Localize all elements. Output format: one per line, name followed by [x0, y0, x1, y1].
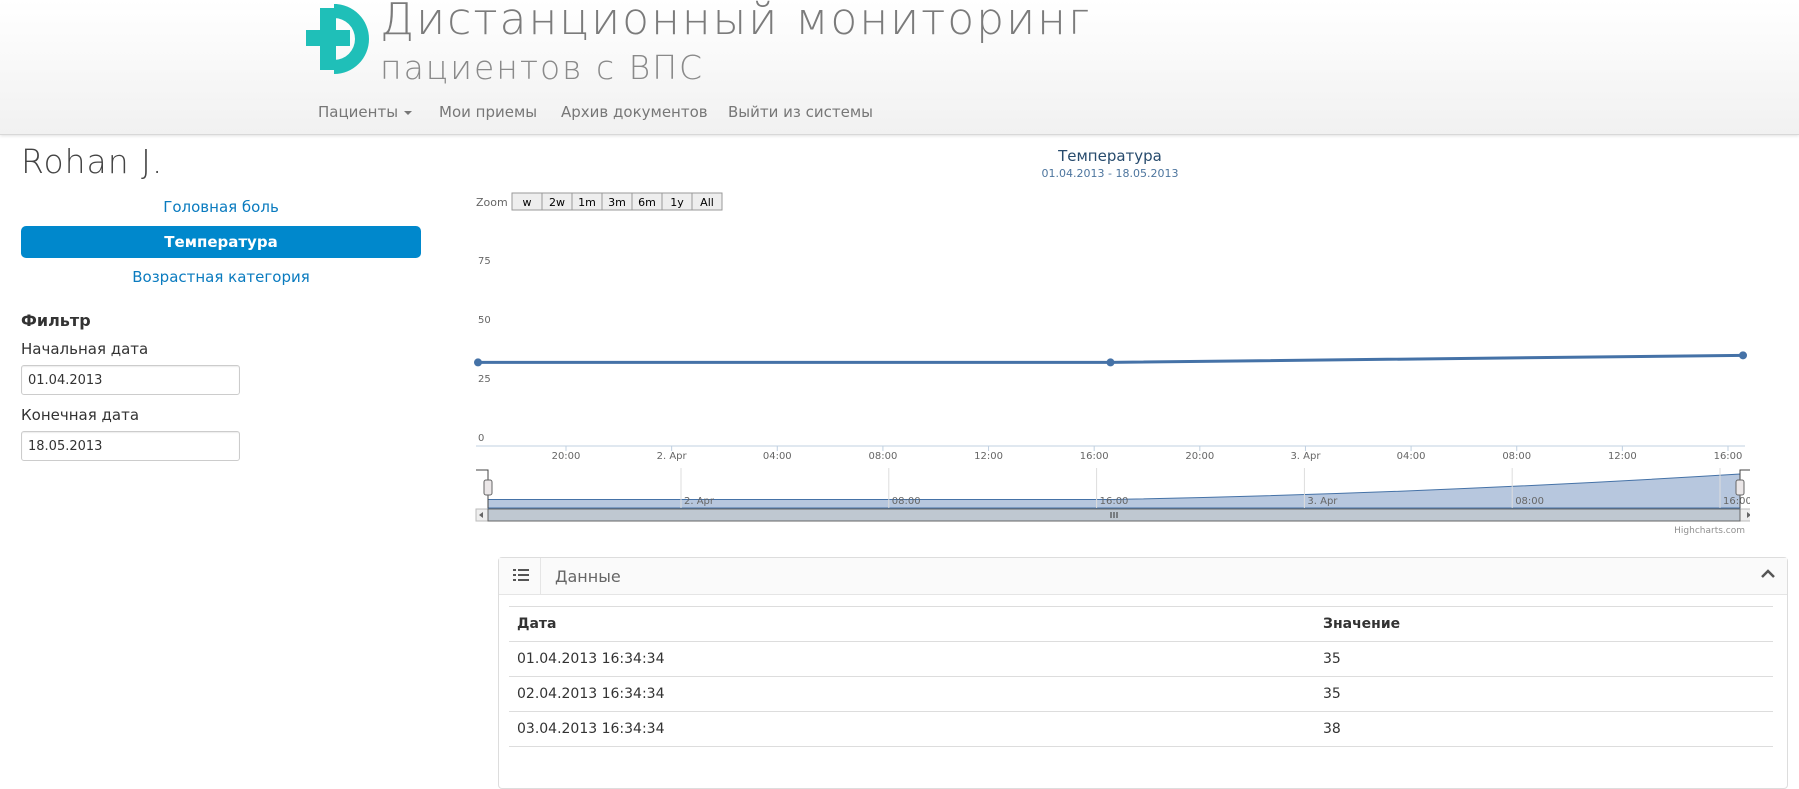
cell-date: 03.04.2013 16:34:34: [509, 711, 1315, 747]
caret-down-icon: [404, 110, 413, 115]
sidebar-item-headache[interactable]: Головная боль: [163, 198, 279, 216]
zoom-button-3m[interactable]: 3m: [601, 192, 633, 211]
navigator-tick-label: 16:00: [1100, 496, 1129, 507]
end-date-label: Конечная дата: [21, 406, 140, 424]
scroll-right-arrow-icon[interactable]: [1747, 512, 1750, 518]
sidebar-item-temperature[interactable]: Температура: [21, 226, 421, 258]
cell-date: 01.04.2013 16:34:34: [509, 641, 1315, 677]
header-separator: [540, 558, 541, 594]
data-table: Дата Значение 01.04.2013 16:34:34 35 02.0…: [509, 606, 1773, 747]
start-date-input[interactable]: [21, 365, 240, 395]
cell-value: 35: [1315, 641, 1773, 677]
data-point[interactable]: [1739, 351, 1747, 360]
navigator-tick-label: 08:00: [892, 496, 921, 507]
y-tick-label: 0: [478, 433, 484, 444]
navigator-tick-label: 16:00: [1723, 496, 1750, 507]
nav-patients-label: Пациенты: [318, 103, 399, 121]
y-axis: 0 25 50 75: [476, 256, 1745, 447]
zoom-buttons: w 2w 1m 3m 6m 1y All: [511, 192, 723, 211]
data-point[interactable]: [1106, 358, 1115, 367]
navigator-right-handle[interactable]: [1735, 479, 1745, 496]
x-tick-label: 16:00: [1714, 451, 1743, 462]
x-tick-label: 20:00: [1185, 451, 1214, 462]
y-tick-label: 25: [478, 374, 491, 385]
data-panel-title: Данные: [555, 567, 621, 586]
chevron-up-icon[interactable]: [1761, 569, 1775, 579]
temperature-chart: Температура 01.04.2013 - 18.05.2013 Zoom…: [474, 147, 1750, 536]
x-tick-label: 12:00: [1608, 451, 1637, 462]
patient-name: Rohan J.: [21, 142, 164, 181]
x-tick-label: 08:00: [1502, 451, 1531, 462]
zoom-button-label: w: [523, 196, 532, 209]
start-date-label: Начальная дата: [21, 340, 149, 358]
zoom-label: Zoom: [476, 196, 508, 209]
filter-heading: Фильтр: [21, 311, 91, 330]
end-date-input[interactable]: [21, 431, 240, 461]
zoom-button-2w[interactable]: 2w: [541, 192, 573, 211]
x-tick-label: 2. Apr: [657, 451, 688, 462]
navigator-area: [487, 473, 1741, 509]
table-row: 03.04.2013 16:34:34 38: [509, 711, 1773, 747]
zoom-button-label: All: [700, 196, 714, 209]
data-panel: Данные Дата Значение 01.04.2013 16:34:34…: [498, 557, 1788, 789]
table-row: 02.04.2013 16:34:34 35: [509, 676, 1773, 712]
app-subtitle: пациентов с ВПС: [380, 48, 705, 87]
navigator-tick-label: 08:00: [1515, 496, 1544, 507]
y-tick-label: 75: [478, 256, 491, 267]
navigator-tick-label: 3. Apr: [1307, 496, 1338, 507]
data-point[interactable]: [474, 358, 482, 367]
zoom-button-1m[interactable]: 1m: [571, 192, 603, 211]
header-bar: Дистанционный мониторинг пациентов с ВПС…: [0, 0, 1799, 135]
app-title: Дистанционный мониторинг: [380, 0, 1092, 45]
zoom-button-1y[interactable]: 1y: [661, 192, 693, 211]
column-header-date: Дата: [509, 606, 1315, 642]
zoom-button-label: 2w: [549, 196, 565, 209]
scroll-left-arrow-icon[interactable]: [479, 512, 483, 518]
series-temperature: [474, 351, 1747, 367]
nav-logout[interactable]: Выйти из системы: [728, 103, 873, 121]
nav-my-appointments[interactable]: Мои приемы: [439, 103, 538, 121]
scrollbar-grip-icon: [1110, 512, 1118, 518]
zoom-button-bg: [691, 192, 723, 211]
list-icon: [513, 569, 529, 581]
nav-patients-dropdown[interactable]: Пациенты: [318, 103, 413, 121]
chart-subtitle: 01.04.2013 - 18.05.2013: [1042, 167, 1179, 180]
x-axis: 20:00 2. Apr 04:00 08:00 12:00 16:00 20:00 3. A…: [552, 446, 1743, 462]
zoom-button-label: 1m: [578, 196, 596, 209]
navigator-tick-label: 2. Apr: [684, 496, 715, 507]
data-panel-header[interactable]: Данные: [499, 558, 1787, 595]
sidebar-item-age-category[interactable]: Возрастная категория: [132, 268, 310, 286]
x-tick-label: 08:00: [868, 451, 897, 462]
x-tick-label: 12:00: [974, 451, 1003, 462]
chart-credits[interactable]: Highcharts.com: [1674, 526, 1745, 536]
y-tick-label: 50: [478, 315, 491, 326]
zoom-button-w[interactable]: w: [511, 192, 543, 211]
zoom-button-label: 1y: [670, 196, 684, 209]
zoom-button-label: 6m: [638, 196, 656, 209]
x-tick-label: 3. Apr: [1290, 451, 1321, 462]
x-tick-label: 04:00: [1397, 451, 1426, 462]
chart-navigator[interactable]: 2. Apr 08:00 16:00 3. Apr 08:00 16:00: [475, 468, 1750, 522]
zoom-button-label: 3m: [608, 196, 626, 209]
nav-document-archive[interactable]: Архив документов: [561, 103, 708, 121]
chart-title: Температура: [1057, 147, 1162, 165]
medical-cross-logo-icon: [306, 4, 369, 74]
x-tick-label: 16:00: [1080, 451, 1109, 462]
zoom-button-6m[interactable]: 6m: [631, 192, 663, 211]
x-tick-label: 04:00: [763, 451, 792, 462]
table-header-row: Дата Значение: [509, 606, 1773, 642]
cell-value: 35: [1315, 676, 1773, 712]
cell-date: 02.04.2013 16:34:34: [509, 676, 1315, 712]
table-row: 01.04.2013 16:34:34 35: [509, 641, 1773, 677]
zoom-button-all[interactable]: All: [691, 192, 723, 211]
x-tick-label: 20:00: [552, 451, 581, 462]
navigator-left-handle[interactable]: [483, 479, 493, 496]
column-header-value: Значение: [1315, 606, 1773, 642]
cell-value: 38: [1315, 711, 1773, 747]
